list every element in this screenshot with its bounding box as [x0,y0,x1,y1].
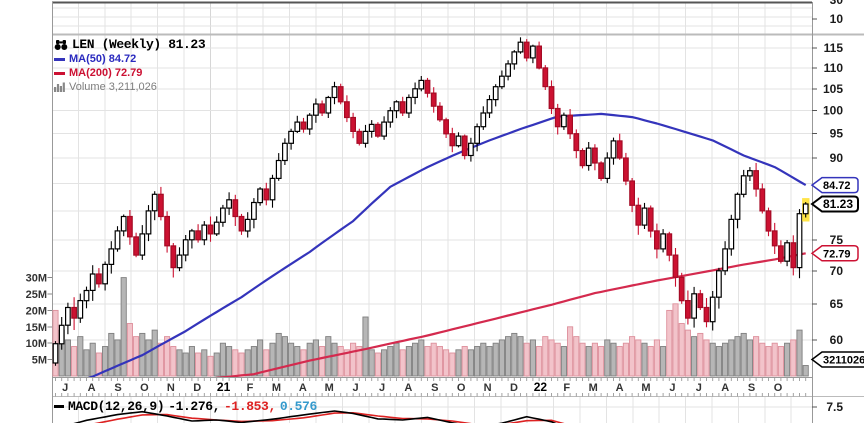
moving-average-lines [87,112,807,377]
panel-borders [52,1,864,423]
svg-text:65: 65 [830,297,844,311]
svg-text:25M: 25M [26,289,47,301]
svg-text:M: M [325,382,334,394]
svg-text:J: J [696,382,702,394]
callout-value: 72.79 [823,248,851,260]
callout-value: 84.72 [823,180,851,192]
ma200-legend-row: MA(200) 72.79 [54,66,205,80]
svg-text:J: J [353,382,359,394]
svg-text:F: F [247,382,254,394]
svg-text:J: J [62,382,68,394]
callout-box [810,176,859,194]
svg-text:N: N [167,382,175,394]
svg-text:115: 115 [824,41,844,55]
callout-box [810,195,859,213]
svg-text:105: 105 [823,82,843,96]
svg-text:A: A [299,382,307,394]
ma50-legend-label: MA(50) 84.72 [69,53,137,65]
svg-text:15M: 15M [26,322,47,334]
svg-text:N: N [484,382,492,394]
svg-text:20M: 20M [26,305,47,317]
volume-bars [52,277,809,377]
svg-text:22: 22 [534,380,548,394]
ma200-line-swatch [54,71,65,75]
svg-text:J: J [669,382,675,394]
macd-curves [73,410,565,423]
svg-text:O: O [140,382,149,394]
ma50-line-swatch [54,57,65,61]
svg-text:110: 110 [824,61,844,75]
ma200-legend-label: MA(200) 72.79 [69,67,143,79]
svg-text:21: 21 [217,380,231,394]
candlesticks [52,37,810,366]
svg-text:7.5: 7.5 [826,400,843,414]
svg-text:J: J [379,382,385,394]
svg-text:S: S [748,382,755,394]
macd-legend-title: MACD(12,26,9) [68,399,165,414]
svg-text:S: S [431,382,438,394]
ma50-legend-row: MA(50) 84.72 [54,52,205,66]
svg-text:D: D [510,382,518,394]
svg-text:S: S [114,382,121,394]
svg-text:M: M [641,382,650,394]
symbol-title: LEN (Weekly) 81.23 [72,37,206,52]
svg-text:5M: 5M [32,355,47,367]
svg-text:75: 75 [830,233,844,247]
svg-text:D: D [193,382,201,394]
volume-legend-label: Volume 3,211,026 [69,81,157,93]
svg-text:90: 90 [830,151,844,165]
svg-text:A: A [404,382,412,394]
binoculars-icon [54,39,68,51]
volume-bars-icon [54,82,65,92]
callout-box [810,245,859,262]
svg-text:A: A [88,382,96,394]
callout-box [810,351,864,368]
svg-text:70: 70 [830,264,844,278]
svg-text:30: 30 [830,0,844,7]
svg-text:O: O [774,382,783,394]
svg-text:A: A [616,382,624,394]
symbol-row: LEN (Weekly) 81.23 [54,37,206,52]
macd-hist-value: 0.576 [279,399,317,414]
macd-signal-value: -1.853, [224,399,276,414]
svg-text:95: 95 [830,127,844,141]
macd-line-swatch [54,405,64,408]
svg-text:M: M [589,382,598,394]
svg-text:10: 10 [830,12,844,26]
axis-labels: 11511010510095907570656030M25M20M15M10M5… [26,0,844,414]
svg-text:60: 60 [830,333,844,347]
macd-legend: MACD(12,26,9) -1.276, -1.853, 0.576 [54,399,317,414]
svg-text:30M: 30M [26,273,47,285]
gridlines [52,2,812,423]
volume-legend-row: Volume 3,211,026 [54,80,205,94]
chart-legend: LEN (Weekly) 81.23 MA(50) 84.72 MA(200) … [54,37,206,94]
svg-text:10M: 10M [26,338,47,350]
svg-text:O: O [457,382,466,394]
callout-value: 81.23 [823,197,853,211]
price-callouts: 84.72 81.23 72.79 3211026 [810,176,864,368]
svg-text:F: F [563,382,570,394]
svg-text:M: M [272,382,281,394]
callout-value: 3211026 [823,355,864,367]
svg-text:100: 100 [823,104,843,118]
macd-value: -1.276, [168,399,221,414]
svg-text:A: A [721,382,729,394]
